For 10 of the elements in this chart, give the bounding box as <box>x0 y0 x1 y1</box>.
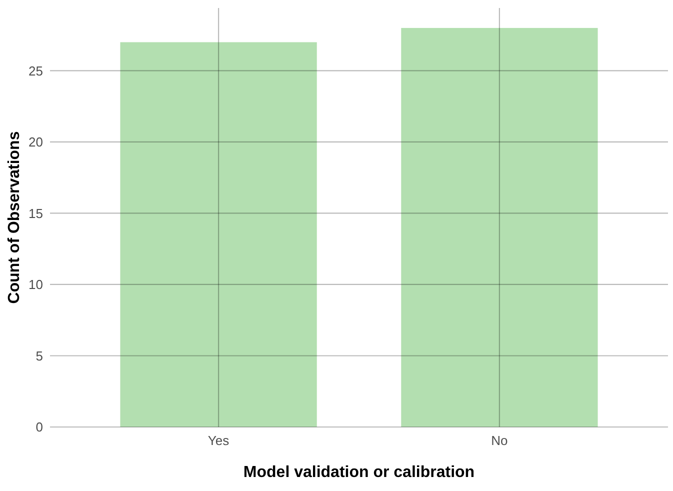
x-tick-label: Yes <box>208 433 230 448</box>
y-axis-title: Count of Observations <box>6 131 23 304</box>
y-tick-label: 0 <box>36 420 43 435</box>
y-tick-label: 20 <box>28 134 43 150</box>
y-tick-label: 10 <box>28 277 43 292</box>
x-axis-title: Model validation or calibration <box>243 464 475 481</box>
y-tick-label: 5 <box>36 348 43 364</box>
x-tick-label: No <box>491 433 508 448</box>
y-tick-label: 25 <box>28 63 43 78</box>
y-tick-label: 15 <box>28 206 43 221</box>
